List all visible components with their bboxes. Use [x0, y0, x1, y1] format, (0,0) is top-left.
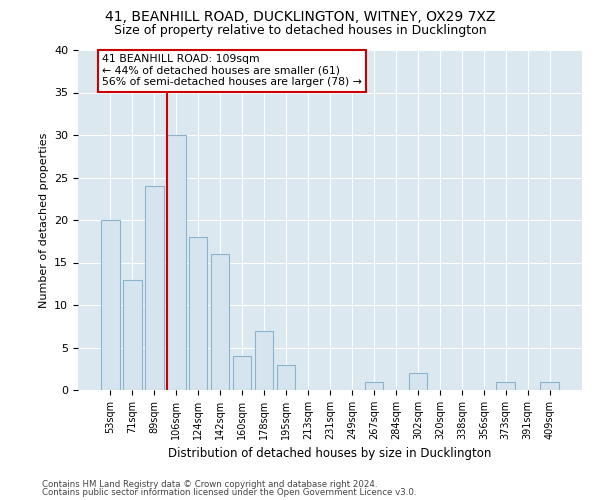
X-axis label: Distribution of detached houses by size in Ducklington: Distribution of detached houses by size …	[169, 448, 491, 460]
Text: Contains HM Land Registry data © Crown copyright and database right 2024.: Contains HM Land Registry data © Crown c…	[42, 480, 377, 489]
Bar	[189, 237, 208, 390]
Text: Size of property relative to detached houses in Ducklington: Size of property relative to detached ho…	[113, 24, 487, 37]
Bar	[167, 135, 185, 390]
Bar	[541, 382, 559, 390]
Bar	[277, 364, 295, 390]
Bar	[233, 356, 251, 390]
Bar	[145, 186, 164, 390]
Bar	[211, 254, 229, 390]
Bar	[123, 280, 142, 390]
Bar	[365, 382, 383, 390]
Text: Contains public sector information licensed under the Open Government Licence v3: Contains public sector information licen…	[42, 488, 416, 497]
Bar	[255, 330, 274, 390]
Bar	[409, 373, 427, 390]
Text: 41, BEANHILL ROAD, DUCKLINGTON, WITNEY, OX29 7XZ: 41, BEANHILL ROAD, DUCKLINGTON, WITNEY, …	[105, 10, 495, 24]
Bar	[496, 382, 515, 390]
Bar	[101, 220, 119, 390]
Text: 41 BEANHILL ROAD: 109sqm
← 44% of detached houses are smaller (61)
56% of semi-d: 41 BEANHILL ROAD: 109sqm ← 44% of detach…	[102, 54, 362, 88]
Y-axis label: Number of detached properties: Number of detached properties	[38, 132, 49, 308]
